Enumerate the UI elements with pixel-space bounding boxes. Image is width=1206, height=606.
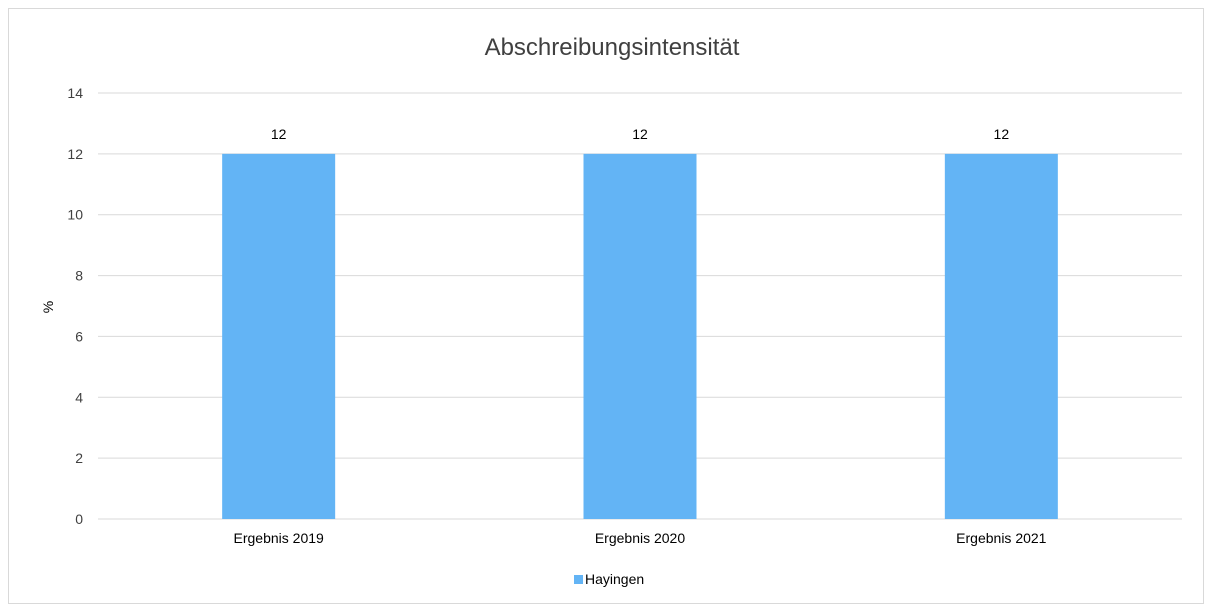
y-tick-label: 6 <box>75 328 83 344</box>
y-tick-label: 14 <box>67 85 83 101</box>
chart-title: Abschreibungsintensität <box>485 34 740 61</box>
data-label: 12 <box>271 126 287 142</box>
y-tick-label: 10 <box>67 207 83 223</box>
legend: Hayingen <box>574 571 644 587</box>
y-tick-label: 8 <box>75 268 83 284</box>
legend-swatch <box>574 575 583 584</box>
legend-label: Hayingen <box>585 571 644 587</box>
data-label: 12 <box>632 126 648 142</box>
x-axis-categories: Ergebnis 2019 Ergebnis 2020 Ergebnis 2021 <box>234 530 1047 546</box>
y-tick-label: 12 <box>67 146 83 162</box>
y-tick-label: 2 <box>75 450 83 466</box>
bars <box>222 153 1058 519</box>
x-category-label: Ergebnis 2021 <box>956 530 1047 546</box>
x-category-label: Ergebnis 2019 <box>234 530 325 546</box>
y-tick-label: 0 <box>75 511 83 527</box>
bar <box>583 153 697 519</box>
y-axis-ticks: 0 2 4 6 8 10 12 14 <box>67 85 83 527</box>
bar <box>944 153 1058 519</box>
bar <box>222 153 336 519</box>
data-labels: 12 12 12 <box>271 126 1009 142</box>
y-tick-label: 4 <box>75 389 83 405</box>
x-category-label: Ergebnis 2020 <box>595 530 686 546</box>
y-axis-label: % <box>40 301 56 313</box>
data-label: 12 <box>994 126 1010 142</box>
